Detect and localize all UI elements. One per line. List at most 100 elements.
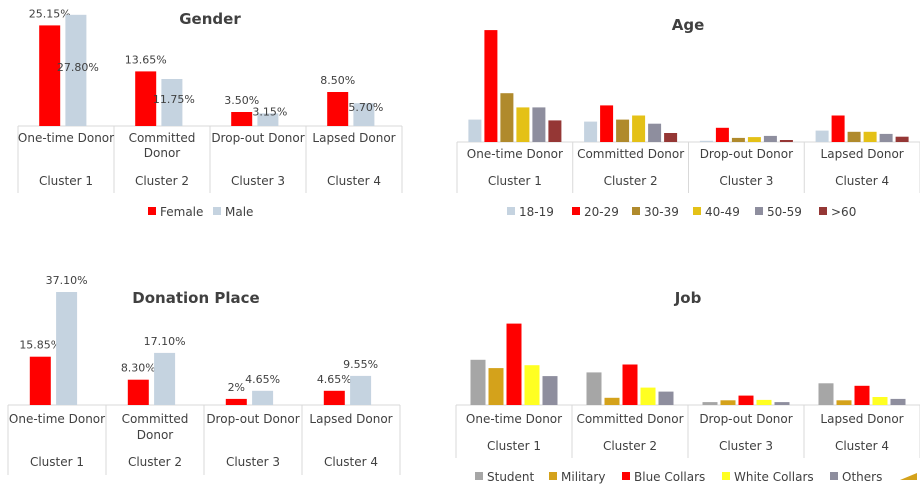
gender-bar-male <box>257 113 279 126</box>
donation-place-category-label: Committed Donor <box>122 412 189 442</box>
age-legend-label: 18-19 <box>519 205 554 219</box>
gender-category-label: Lapsed Donor <box>312 131 395 145</box>
age-bar-20-29 <box>715 127 729 142</box>
donation-place-category-label: Drop-out Donor <box>206 412 299 426</box>
age-legend-swatch <box>572 207 580 215</box>
job-bar-student <box>818 383 834 405</box>
gender-category-label: Drop-out Donor <box>211 131 304 145</box>
donation-place-category-label: Lapsed Donor <box>309 412 392 426</box>
donation-place-data-label: 2% <box>228 381 245 394</box>
job-bar-student <box>586 372 602 405</box>
donation-place-bar-series-2 <box>56 292 78 405</box>
age-bar-20-29 <box>484 30 498 143</box>
donation-place-group-label: Cluster 1 <box>30 455 84 469</box>
job-bar-blue-collars <box>622 364 638 405</box>
job-legend-label: Student <box>487 470 535 484</box>
gender-bar-female <box>135 71 157 126</box>
age-bar-40-49 <box>747 137 761 142</box>
age-legend-swatch <box>507 207 515 215</box>
age-bar-18-19 <box>815 130 829 142</box>
age-bar-60 <box>548 120 562 142</box>
job-chart: Job One-time Donor Cluster 1 Committed Don… <box>455 289 920 484</box>
job-bar-others <box>774 402 790 405</box>
age-legend-label: 50-59 <box>767 205 802 219</box>
age-legend-label: >60 <box>831 205 856 219</box>
donation-place-data-label: 4.65% <box>245 373 280 386</box>
donation-place-data-label: 8.30% <box>121 362 156 375</box>
job-category-label: One-time Donor <box>466 412 562 426</box>
job-group-label: Cluster 1 <box>487 439 541 453</box>
age-bar-18-19 <box>699 140 713 142</box>
job-bar-others <box>658 391 674 405</box>
donation-place-data-label: 4.65% <box>317 373 352 386</box>
job-group-label: Cluster 3 <box>719 439 773 453</box>
job-bar-white-collars <box>524 365 540 405</box>
job-legend-label: Others <box>842 470 882 484</box>
gender-legend-label: Male <box>225 205 253 219</box>
donation-place-bar-series-1 <box>127 379 149 405</box>
donation-place-bar-series-2 <box>252 390 274 405</box>
donation-place-group-label: Cluster 4 <box>324 455 378 469</box>
gender-bar-female <box>231 112 253 126</box>
gender-group-label: Cluster 3 <box>231 174 285 188</box>
donation-place-group-label: Cluster 3 <box>226 455 280 469</box>
gender-data-label: 3.15% <box>252 105 287 118</box>
job-legend-swatch <box>722 472 730 480</box>
age-bar-40-49 <box>632 115 646 142</box>
donation-place-chart: Donation Place One-time Donor Cluster 1 15… <box>7 274 401 475</box>
gender-chart-title: Gender <box>179 10 241 28</box>
gender-bar-male <box>65 14 87 126</box>
age-bar-30-39 <box>847 131 861 142</box>
age-legend-label: 40-49 <box>705 205 740 219</box>
job-category-label: Lapsed Donor <box>820 412 903 426</box>
job-bar-military <box>720 400 736 405</box>
age-bar-30-39 <box>500 93 514 142</box>
job-legend-swatch <box>622 472 630 480</box>
age-category-label: Lapsed Donor <box>821 147 904 161</box>
gender-data-label: 11.75% <box>153 93 195 106</box>
age-bar-20-29 <box>831 115 845 142</box>
gender-data-label: 5.70% <box>348 101 383 114</box>
job-bar-others <box>542 376 558 405</box>
gender-legend-swatch <box>213 207 221 215</box>
job-bar-others <box>890 398 906 405</box>
job-legend-label: Blue Collars <box>634 470 705 484</box>
gender-data-label: 25.15% <box>29 7 71 20</box>
donation-place-bar-series-1 <box>225 398 247 405</box>
job-bar-student <box>702 402 718 405</box>
gender-data-label: 3.50% <box>224 94 259 107</box>
age-bar-50-59 <box>763 135 777 142</box>
donation-place-bar-series-1 <box>323 390 345 405</box>
donation-place-chart-title: Donation Place <box>132 289 259 307</box>
age-legend-swatch <box>755 207 763 215</box>
age-legend-swatch <box>819 207 827 215</box>
job-bar-white-collars <box>872 397 888 405</box>
age-bar-50-59 <box>648 123 662 142</box>
gender-bar-male <box>161 79 183 126</box>
gender-group-label: Cluster 2 <box>135 174 189 188</box>
gender-category-label: Committed Donor <box>129 131 196 160</box>
age-chart: Age One-time Donor Cluster 1 Committed Don… <box>456 16 920 219</box>
donation-place-group-label: Cluster 2 <box>128 455 182 469</box>
donation-place-bar-series-2 <box>154 352 176 405</box>
corner-mark-icon <box>900 473 917 480</box>
gender-data-label: 27.80% <box>57 61 99 74</box>
gender-legend-label: Female <box>160 205 203 219</box>
gender-data-label: 8.50% <box>320 74 355 87</box>
age-chart-title: Age <box>672 16 705 34</box>
job-chart-title: Job <box>674 289 702 307</box>
gender-group-label: Cluster 4 <box>327 174 381 188</box>
job-legend-label: White Collars <box>734 470 814 484</box>
age-bar-30-39 <box>616 119 630 142</box>
age-bar-50-59 <box>532 107 546 142</box>
age-category-label: One-time Donor <box>467 147 563 161</box>
age-group-label: Cluster 1 <box>488 174 542 188</box>
job-bar-white-collars <box>756 399 772 405</box>
donation-place-data-label: 9.55% <box>343 358 378 371</box>
age-bar-30-39 <box>731 137 745 142</box>
job-category-label: Committed Donor <box>576 412 683 426</box>
job-legend-swatch <box>475 472 483 480</box>
age-legend-label: 30-39 <box>644 205 679 219</box>
age-bar-40-49 <box>863 131 877 142</box>
